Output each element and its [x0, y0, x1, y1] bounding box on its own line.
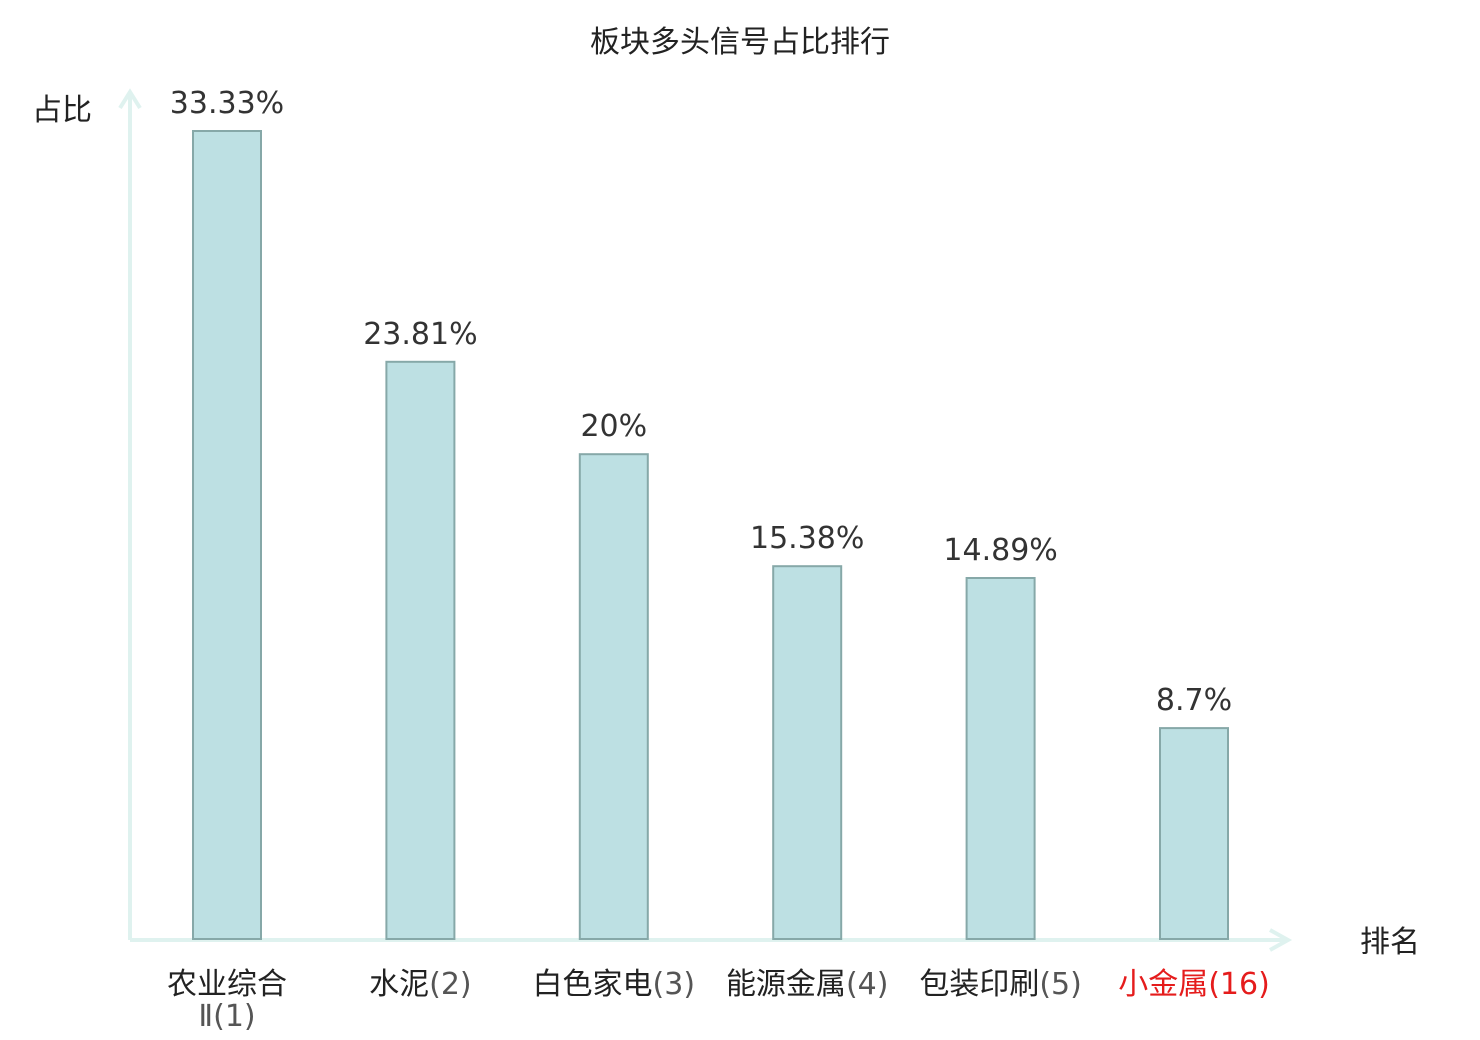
x-tick-label-3: 白色家电(3): [533, 967, 696, 1002]
x-tick-name: 小金属: [1118, 967, 1208, 1002]
bar-5: [965, 577, 1036, 940]
bar-3: [578, 453, 649, 940]
bar-value-label-1: 33.33%: [170, 86, 284, 121]
x-tick-rank: (2): [429, 967, 472, 1002]
y-axis-label: 占比: [32, 93, 92, 128]
bar-value-label-3: 20%: [580, 409, 647, 444]
x-tick-label-6: 小金属(16): [1118, 967, 1270, 1002]
x-tick-label-1-line-2: Ⅱ(1): [198, 999, 255, 1034]
x-tick-rank: (4): [846, 967, 889, 1002]
bar-6: [1159, 727, 1229, 940]
x-tick-rank: (5): [1039, 967, 1082, 1002]
x-tick-rank: (16): [1208, 967, 1270, 1002]
axes: 占比 排名: [32, 88, 1420, 960]
x-tick-name: 能源金属: [726, 967, 846, 1002]
x-axis-label: 排名: [1360, 925, 1420, 960]
value-labels-group: 33.33% 23.81% 20% 15.38% 14.89% 8.7%: [170, 86, 1232, 718]
bar-value-label-4: 15.38%: [750, 521, 864, 556]
bars-group: [192, 130, 1229, 940]
x-tick-label-4: 能源金属(4): [726, 967, 889, 1002]
x-tick-name: 农业综合: [167, 967, 287, 1002]
x-tick-name: Ⅱ: [198, 999, 213, 1034]
chart-title: 板块多头信号占比排行: [590, 25, 890, 60]
bar-4: [772, 565, 843, 940]
bar-value-label-5: 14.89%: [943, 533, 1057, 568]
x-tick-name: 白色家电: [533, 967, 653, 1002]
x-tick-name: 水泥: [369, 967, 429, 1002]
x-tick-label-5: 包装印刷(5): [919, 967, 1082, 1002]
x-tick-rank: (3): [653, 967, 696, 1002]
bar-value-label-6: 8.7%: [1156, 683, 1232, 718]
x-axis-arrow: [1269, 928, 1293, 952]
x-tick-label-1: 农业综合: [167, 967, 287, 1002]
x-tick-label-2: 水泥(2): [369, 967, 472, 1002]
bar-1: [192, 130, 262, 940]
bar-value-label-2: 23.81%: [363, 317, 477, 352]
x-tick-rank: (1): [213, 999, 256, 1034]
y-axis-arrow: [118, 88, 142, 110]
x-tick-name: 包装印刷: [919, 967, 1039, 1002]
bar-2: [385, 360, 456, 940]
